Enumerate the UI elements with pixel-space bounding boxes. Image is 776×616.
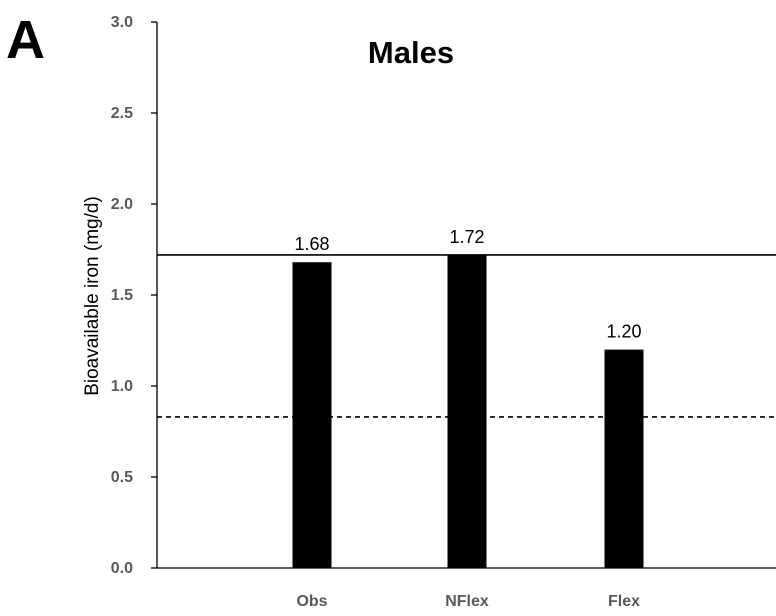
x-tick-label-obs: Obs <box>296 593 327 610</box>
bar-obs <box>292 262 332 568</box>
y-tick-label: 2.0 <box>111 196 133 213</box>
chart-title: Males <box>368 35 454 70</box>
y-tick-label: 0.0 <box>111 560 133 577</box>
y-tick-label: 1.5 <box>111 287 133 304</box>
y-tick-label: 2.5 <box>111 105 133 122</box>
y-tick-label: 0.5 <box>111 469 133 486</box>
panel-letter: A <box>6 10 45 70</box>
data-label-flex: 1.20 <box>606 322 641 342</box>
y-tick-label: 3.0 <box>111 14 133 31</box>
y-axis-label: Bioavailable iron (mg/d) <box>82 196 103 396</box>
data-label-obs: 1.68 <box>294 234 329 254</box>
bar-flex <box>604 349 644 568</box>
plot-area: 0.0 0.5 1.0 1.5 2.0 2.5 3.0 1.68 Obs 1.72 NFlex 1.2… <box>111 14 776 610</box>
x-tick-label-nflex: NFlex <box>445 593 489 610</box>
data-label-nflex: 1.72 <box>449 227 484 247</box>
x-tick-label-flex: Flex <box>608 593 640 610</box>
y-tick-label: 1.0 <box>111 378 133 395</box>
bar-nflex <box>447 254 487 568</box>
